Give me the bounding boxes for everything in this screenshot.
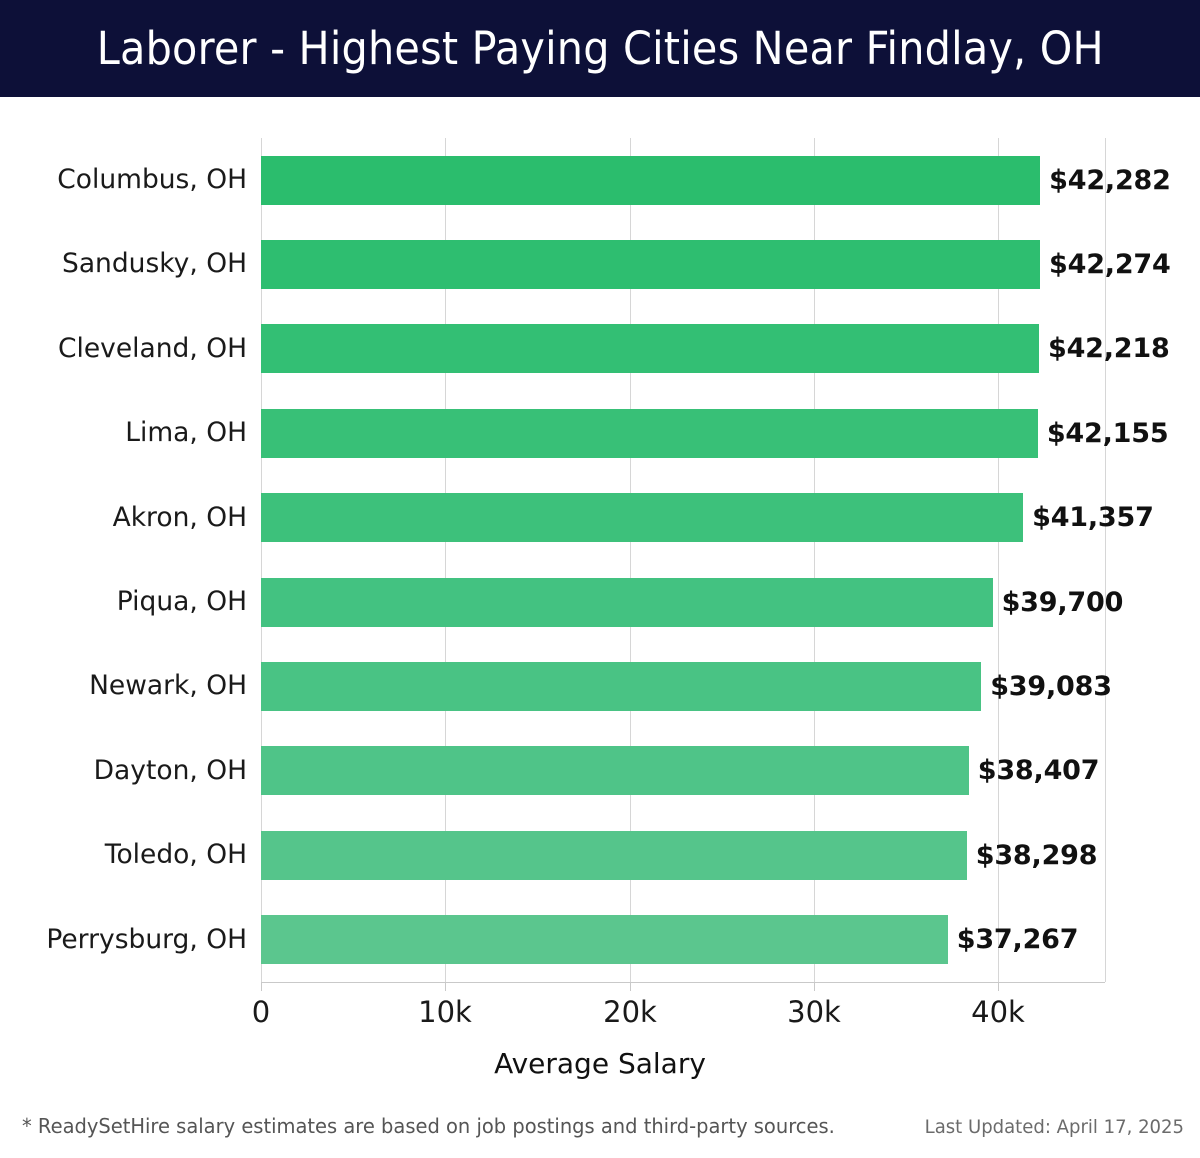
gridline <box>814 138 815 982</box>
x-axis-tick-label: 0 <box>251 995 271 1029</box>
bar <box>261 915 948 965</box>
x-axis-tick <box>261 982 262 991</box>
footer-last-updated: Last Updated: April 17, 2025 <box>924 1116 1184 1138</box>
x-axis-tick-label: 40k <box>971 995 1025 1029</box>
footer: * ReadySetHire salary estimates are base… <box>0 1100 1200 1158</box>
bar-category-label: Newark, OH <box>89 670 247 702</box>
bar-category-label: Toledo, OH <box>104 839 247 871</box>
bar-value-label: $42,218 <box>1047 333 1170 365</box>
gridline <box>445 138 446 982</box>
bar <box>261 493 1024 543</box>
bar-category-label: Lima, OH <box>125 417 247 449</box>
page-title: Laborer - Highest Paying Cities Near Fin… <box>96 22 1104 75</box>
bar <box>261 830 967 880</box>
x-axis-tick <box>630 982 631 991</box>
bar-category-label: Sandusky, OH <box>62 248 247 280</box>
bar <box>261 408 1038 458</box>
bar-value-label: $42,282 <box>1049 164 1171 196</box>
gridline <box>1105 138 1106 982</box>
bar-category-label: Cleveland, OH <box>57 332 247 364</box>
bar <box>261 577 993 627</box>
gridline <box>630 138 631 982</box>
bar <box>261 662 982 712</box>
bar-row: Akron, OH $41,357 <box>0 476 1200 560</box>
x-axis-tick-label: 20k <box>603 995 657 1029</box>
bar-value-label: $37,267 <box>956 924 1079 956</box>
bar-row: Sandusky, OH $42,274 <box>0 222 1200 306</box>
bar-category-label: Piqua, OH <box>116 586 247 617</box>
bar <box>261 324 1039 374</box>
chart-plot-wrapper: Columbus, OH $42,282 Sandusky, OH $42,274 Cl… <box>0 97 1200 1097</box>
gridline <box>998 138 999 982</box>
bar-category-label: Perrysburg, OH <box>46 923 247 955</box>
bar-row: Cleveland, OH $42,218 <box>0 307 1200 391</box>
bar-value-label: $42,274 <box>1049 249 1171 281</box>
bar-category-label: Akron, OH <box>112 501 247 533</box>
footer-disclaimer: * ReadySetHire salary estimates are base… <box>22 1114 835 1138</box>
bar-row: Columbus, OH $42,282 <box>0 138 1200 222</box>
x-axis-title: Average Salary <box>494 1047 706 1080</box>
x-axis-tick-label: 30k <box>787 995 841 1029</box>
bar-value-label: $38,407 <box>977 755 1100 787</box>
bar-row: Newark, OH $39,083 <box>0 644 1200 728</box>
gridline <box>261 138 262 982</box>
bar-row: Piqua, OH $39,700 <box>0 560 1200 644</box>
bar-category-label: Columbus, OH <box>57 164 247 195</box>
bar-row: Dayton, OH $38,407 <box>0 729 1200 813</box>
bar-row: Lima, OH $42,155 <box>0 391 1200 475</box>
x-axis-line <box>261 982 1105 983</box>
bar <box>261 155 1041 205</box>
header-bar: Laborer - Highest Paying Cities Near Fin… <box>0 0 1200 97</box>
bar-value-label: $39,083 <box>990 671 1112 703</box>
x-axis-tick <box>998 982 999 991</box>
bar-category-label: Dayton, OH <box>93 754 247 786</box>
bar-row: Perrysburg, OH $37,267 <box>0 898 1200 982</box>
bar <box>261 240 1041 290</box>
bar-value-label: $38,298 <box>975 839 1098 871</box>
x-axis-tick-label: 10k <box>418 995 472 1029</box>
bar-value-label: $42,155 <box>1046 417 1169 449</box>
bar-value-label: $39,700 <box>1001 586 1124 618</box>
bar-row: Toledo, OH $38,298 <box>0 813 1200 897</box>
bar-value-label: $41,357 <box>1032 502 1154 534</box>
x-axis-tick <box>445 982 446 991</box>
bar <box>261 746 969 796</box>
x-axis-tick <box>814 982 815 991</box>
